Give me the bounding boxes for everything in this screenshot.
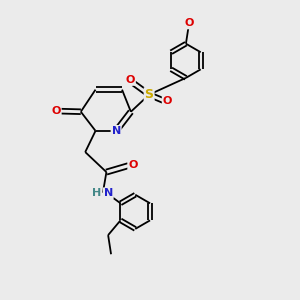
Text: O: O (126, 75, 135, 85)
Text: N: N (103, 188, 113, 198)
Text: H: H (92, 188, 101, 198)
Text: N: N (112, 126, 121, 136)
Text: O: O (51, 106, 61, 116)
Text: O: O (184, 18, 194, 28)
Text: S: S (145, 88, 154, 101)
Text: O: O (128, 160, 138, 170)
Text: O: O (163, 96, 172, 106)
